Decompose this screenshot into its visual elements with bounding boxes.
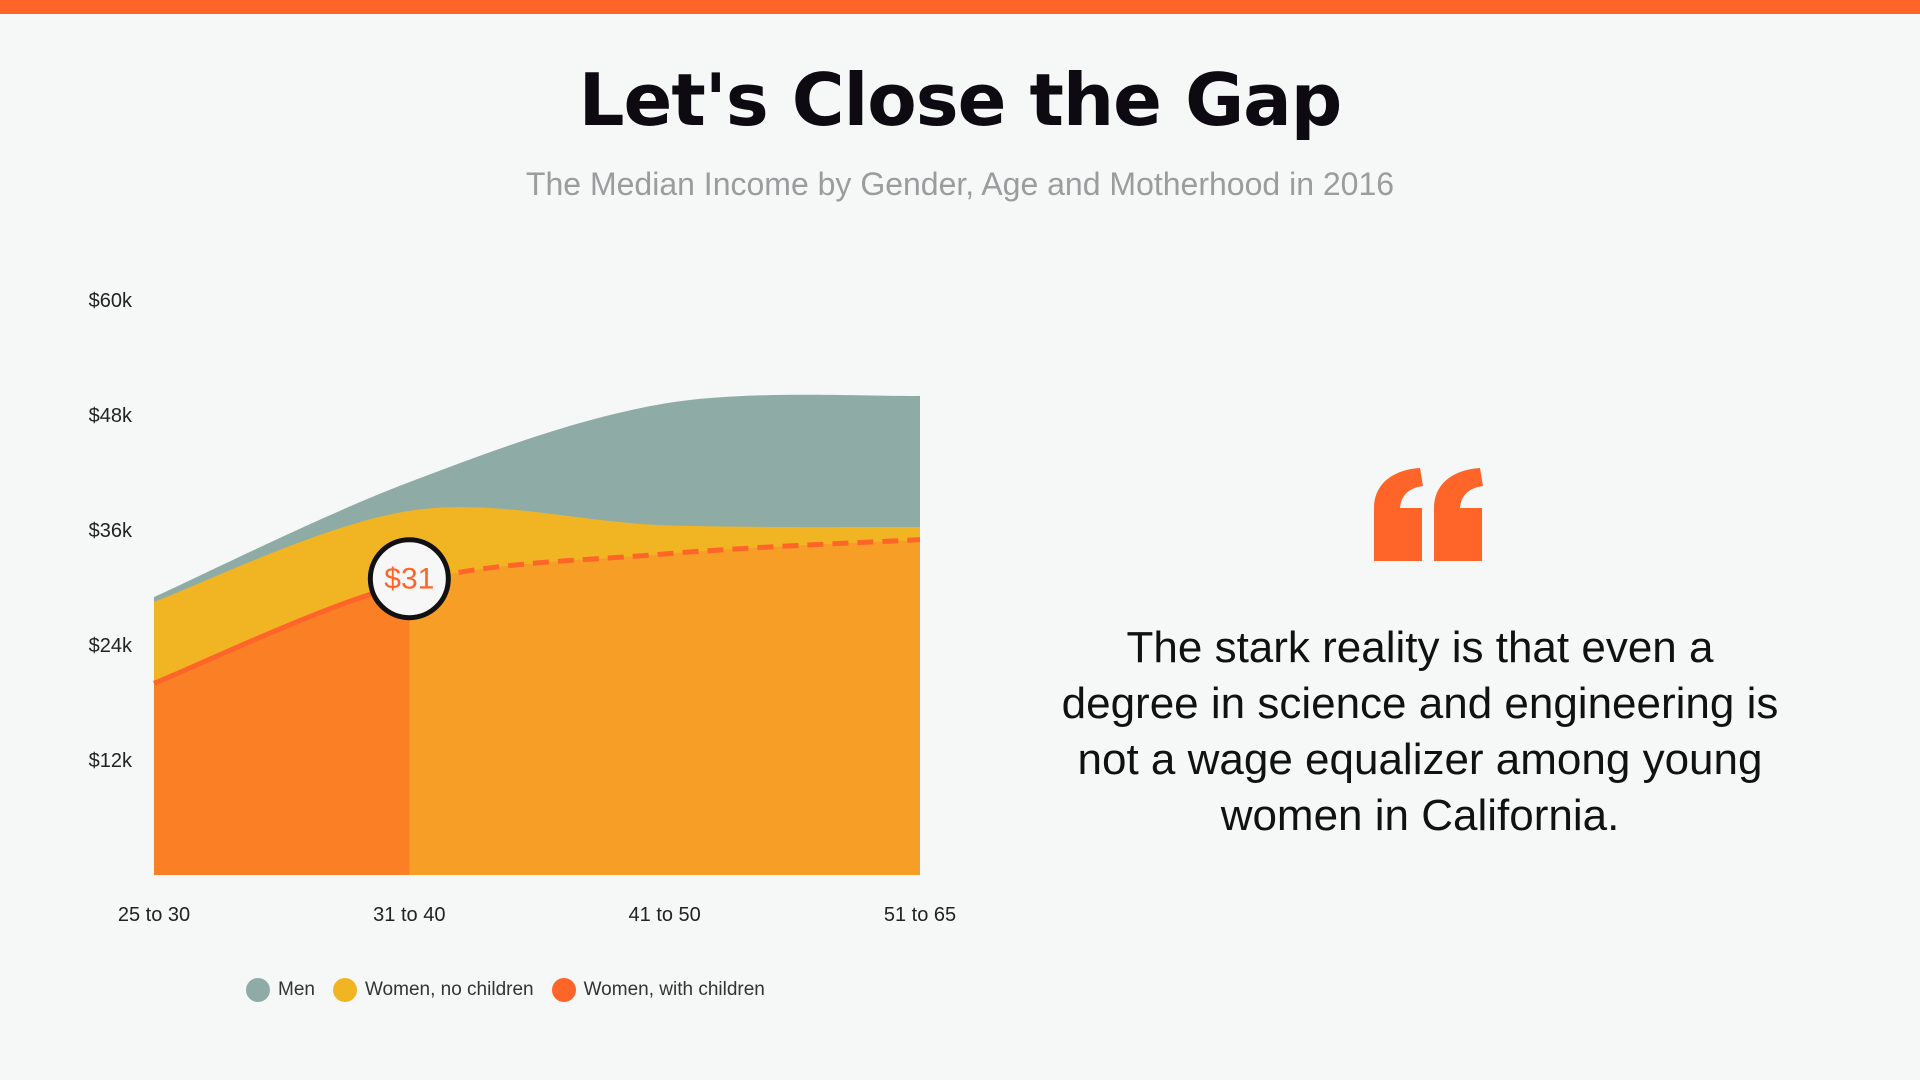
legend-item-women-no-children: Women, no children — [332, 978, 534, 1002]
top-accent-bar — [0, 0, 1920, 14]
y-tick-label: $24k — [89, 635, 133, 657]
x-tick-label: 25 to 30 — [118, 904, 190, 926]
legend-swatch-women-no-children — [332, 978, 357, 1002]
legend-label-men: Men — [278, 979, 315, 1000]
y-tick-label: $12k — [89, 750, 133, 772]
quotation-mark-icon — [1374, 468, 1483, 561]
chart-legend: Men Women, no children Women, with child… — [246, 978, 783, 1002]
x-tick-label: 51 to 65 — [884, 904, 956, 926]
annotation-marker — [367, 537, 451, 621]
y-tick-label: $36k — [89, 520, 133, 542]
line-women-with-children — [153, 580, 410, 686]
x-tick-label: 31 to 40 — [373, 904, 445, 926]
y-tick-label: $48k — [89, 405, 133, 427]
legend-label-women-no-children: Women, no children — [364, 979, 534, 1000]
legend-item-men: Men — [246, 978, 315, 1002]
legend-label-women-with-children: Women, with children — [583, 979, 765, 1000]
quote-text: The stark reality is that even a degree … — [1061, 623, 1779, 840]
legend-item-women-with-children: Women, with children — [551, 978, 765, 1002]
y-tick-label: $60k — [89, 290, 133, 312]
page-subtitle: The Median Income by Gender, Age and Mot… — [525, 166, 1395, 202]
legend-swatch-women-with-children — [551, 978, 576, 1002]
legend-swatch-men — [246, 978, 270, 1002]
annotation-label: $31 — [384, 563, 434, 596]
x-tick-label: 41 to 50 — [629, 904, 701, 926]
page-title: Let's Close the Gap — [578, 58, 1343, 142]
